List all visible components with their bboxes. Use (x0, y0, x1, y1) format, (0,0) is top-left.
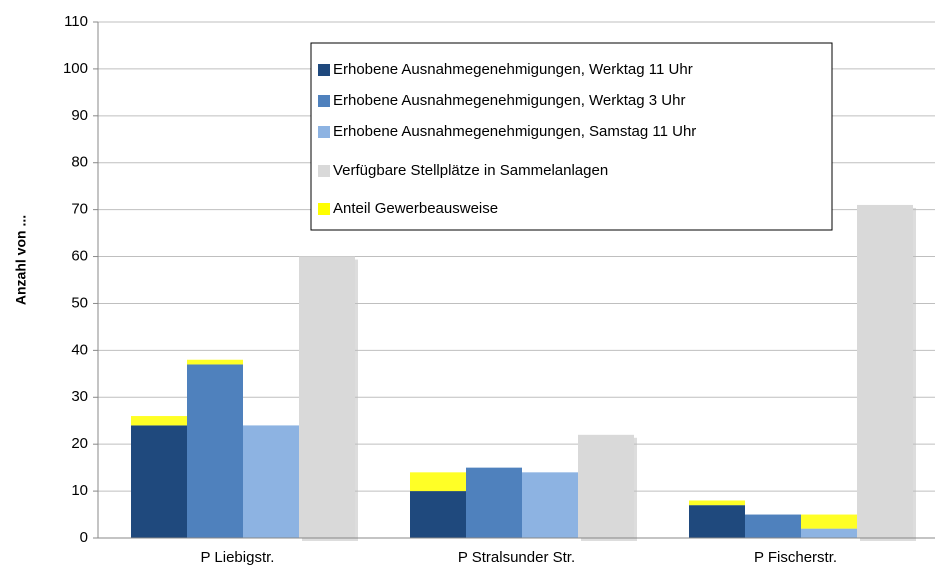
y-tick-label: 70 (71, 201, 88, 218)
y-tick-label: 60 (71, 248, 88, 265)
bar (801, 528, 857, 538)
bar-share (187, 359, 243, 365)
legend-swatch (318, 64, 330, 76)
x-tick-label: P Liebigstr. (201, 549, 275, 566)
y-tick-label: 100 (63, 60, 88, 77)
legend-label: Anteil Gewerbeausweise (333, 200, 498, 217)
y-axis-label: Anzahl von ... (13, 215, 29, 305)
bar-share (131, 416, 187, 426)
bar (466, 467, 522, 538)
legend-swatch (318, 165, 330, 177)
bar (745, 514, 801, 538)
y-tick-label: 50 (71, 294, 88, 311)
bar (578, 434, 634, 538)
y-tick-label: 90 (71, 107, 88, 124)
legend-label: Erhobene Ausnahmegenehmigungen, Samstag … (333, 123, 696, 140)
bar (299, 256, 355, 538)
legend-swatch (318, 126, 330, 138)
legend-box (310, 42, 833, 231)
bar (410, 491, 466, 538)
bar-share (689, 500, 745, 506)
bar (243, 425, 299, 538)
legend-swatch (318, 203, 330, 215)
bar (857, 204, 913, 539)
y-tick-label: 40 (71, 341, 88, 358)
bar (522, 472, 578, 538)
bar-share (801, 514, 857, 529)
legend-swatch (318, 95, 330, 107)
bar-share (410, 472, 466, 492)
legend-label: Erhobene Ausnahmegenehmigungen, Werktag … (333, 61, 693, 78)
legend-label: Verfügbare Stellplätze in Sammelanlagen (333, 162, 608, 179)
legend-label: Erhobene Ausnahmegenehmigungen, Werktag … (333, 92, 685, 109)
y-tick-label: 110 (64, 13, 88, 30)
bar (187, 364, 243, 538)
y-tick-label: 20 (71, 435, 88, 452)
x-tick-label: P Fischerstr. (754, 549, 837, 566)
y-tick-label: 30 (71, 388, 88, 405)
bar (689, 505, 745, 538)
y-tick-label: 10 (71, 482, 88, 499)
x-tick-label: P Stralsunder Str. (458, 549, 575, 566)
y-tick-label: 0 (80, 529, 88, 546)
bar (131, 425, 187, 538)
y-tick-label: 80 (71, 154, 88, 171)
